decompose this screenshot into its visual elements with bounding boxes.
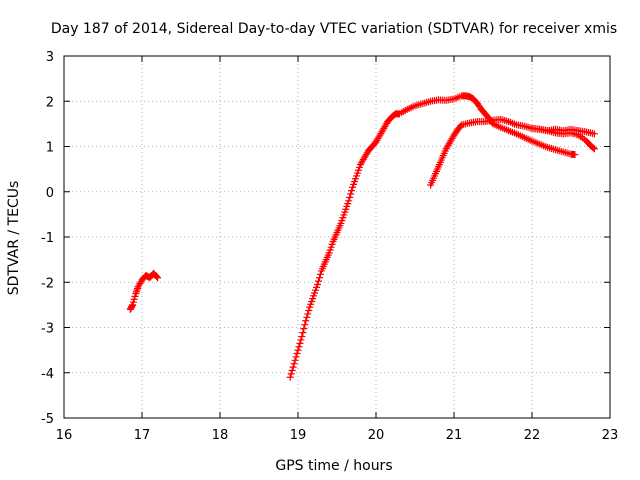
x-tick-label: 22 (524, 428, 541, 443)
data-point-marker (345, 197, 353, 205)
data-point-marker (314, 281, 321, 289)
series-xmis-b (286, 92, 579, 381)
data-point-marker (315, 274, 323, 282)
x-tick-label: 21 (446, 428, 463, 443)
data-point-marker (316, 270, 324, 278)
data-point-marker (303, 313, 311, 321)
y-tick-label: -3 (41, 322, 54, 337)
x-tick-label: 19 (290, 428, 307, 443)
data-point-marker (571, 151, 579, 159)
data-point-marker (348, 187, 356, 195)
data-point-marker (589, 144, 597, 152)
data-point-marker (292, 353, 300, 361)
x-tick-label: 16 (56, 428, 73, 443)
y-tick-label: -4 (41, 367, 54, 382)
data-point-marker (299, 329, 307, 337)
data-point-marker (296, 339, 304, 347)
y-axis-label: SDTVAR / TECUs (6, 181, 22, 296)
data-point-marker (314, 277, 322, 285)
y-tick-label: 2 (46, 95, 54, 110)
data-point-marker (590, 145, 598, 153)
x-tick-label: 17 (134, 428, 151, 443)
data-point-marker (305, 307, 313, 315)
x-axis-label: GPS time / hours (275, 458, 392, 474)
y-tick-label: 0 (46, 186, 54, 201)
data-point-marker (297, 336, 305, 344)
data-point-marker (304, 310, 312, 318)
data-point-marker (293, 350, 301, 358)
y-tick-label: -5 (41, 412, 54, 427)
data-point-marker (346, 193, 354, 201)
data-marks (126, 92, 598, 381)
y-tick-label: -1 (41, 231, 54, 246)
y-tick-label: 1 (46, 141, 54, 156)
chart-title: Day 187 of 2014, Sidereal Day-to-day VTE… (51, 21, 617, 37)
y-tick-label: 3 (46, 50, 54, 65)
y-tick-label: -2 (41, 276, 54, 291)
data-point-marker (289, 363, 297, 371)
data-point-marker (295, 343, 303, 351)
data-point-marker (302, 317, 310, 325)
data-point-marker (287, 370, 295, 378)
x-tick-label: 23 (602, 428, 619, 443)
data-point-marker (347, 190, 355, 198)
data-point-marker (154, 274, 162, 282)
data-point-marker (298, 333, 306, 341)
data-point-marker (288, 366, 296, 374)
x-tick-label: 18 (212, 428, 229, 443)
data-point-marker (153, 273, 161, 281)
x-tick-label: 20 (368, 428, 385, 443)
series-xmis-d (528, 124, 598, 153)
data-point-marker (301, 321, 309, 329)
data-point-marker (286, 373, 294, 381)
data-point-marker (590, 130, 598, 138)
data-point-marker (291, 356, 299, 364)
data-point-marker (300, 325, 308, 333)
series-xmis-a (126, 269, 162, 313)
data-point-marker (294, 346, 302, 354)
data-point-marker (290, 360, 298, 368)
plot-frame (63, 55, 611, 419)
